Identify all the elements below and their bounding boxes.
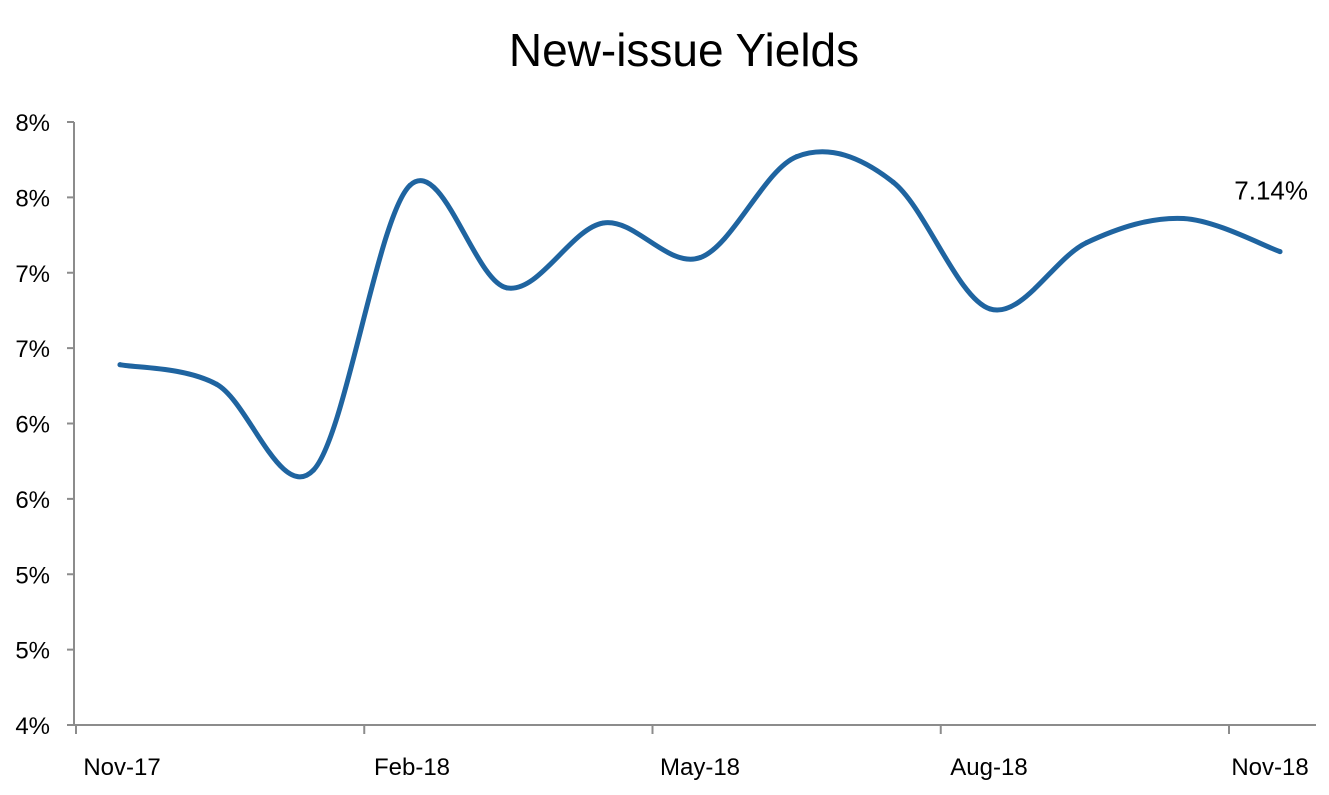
data-point [1180,215,1186,221]
data-point [117,362,123,368]
y-tick-label: 5% [15,562,50,589]
x-axis: Nov-17 Feb-18 May-18 Aug-18 Nov-18 [74,724,1316,781]
y-tick-label: 7% [15,336,50,363]
y-tick-label: 8% [15,185,50,212]
x-tick-label: May-18 [660,754,740,781]
y-tick-label: 5% [15,638,50,665]
x-tick-label: Nov-17 [83,754,160,781]
data-point [697,255,703,261]
data-point [1277,249,1283,255]
data-point [310,467,316,473]
y-tick-label: 7% [15,261,50,288]
data-point [794,154,800,160]
x-tick-label: Feb-18 [374,754,450,781]
chart-title: New-issue Yields [509,24,859,76]
data-point [407,182,413,188]
series-layer [117,149,1283,480]
data-point [504,285,510,291]
data-point [214,381,220,387]
data-point [1084,240,1090,246]
data-point [987,306,993,312]
y-tick-label: 6% [15,412,50,439]
y-tick-label: 6% [15,487,50,514]
y-tick-label: 4% [15,713,50,740]
data-point [890,179,896,185]
x-tick-label: Aug-18 [950,754,1027,781]
x-tick-label: Nov-18 [1231,754,1308,781]
y-axis: 4% 5% 5% 6% 6% 7% 7% 8% 8% [15,110,75,740]
annotation-layer: 7.14% [1234,176,1308,206]
series-line [117,149,1283,480]
data-point [600,220,606,226]
y-tick-label: 8% [15,110,50,137]
data-label: 7.14% [1234,176,1308,206]
